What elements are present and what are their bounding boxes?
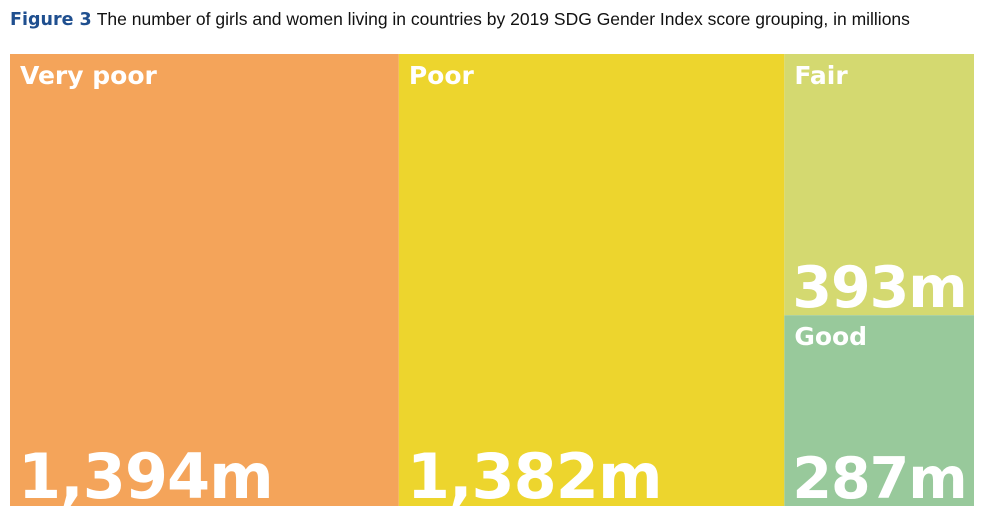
treemap-cell-poor: Poor 1,382m bbox=[398, 54, 785, 513]
treemap-rect-poor bbox=[398, 54, 785, 506]
chart-title: Figure 3 The number of girls and women li… bbox=[10, 9, 910, 30]
category-label-good: Good bbox=[794, 322, 867, 351]
treemap-cell-very-poor: Very poor 1,394m bbox=[10, 54, 399, 513]
category-label-fair: Fair bbox=[794, 61, 848, 90]
treemap-rect-very-poor bbox=[10, 54, 399, 506]
title-text: The number of girls and women living in … bbox=[96, 9, 910, 29]
treemap-rect-fair bbox=[784, 54, 974, 316]
value-label-poor: 1,382m bbox=[407, 440, 662, 513]
category-label-poor: Poor bbox=[409, 61, 475, 90]
value-label-fair: 393m bbox=[792, 255, 966, 321]
figure-label: Figure 3 bbox=[10, 10, 92, 30]
category-label-very-poor: Very poor bbox=[20, 61, 158, 90]
treemap-rect-good bbox=[784, 315, 974, 506]
value-label-good: 287m bbox=[792, 446, 966, 512]
treemap-cell-good: Good 287m bbox=[784, 315, 974, 512]
value-label-very-poor: 1,394m bbox=[18, 440, 273, 513]
treemap-cell-fair: Fair 393m bbox=[784, 54, 974, 321]
